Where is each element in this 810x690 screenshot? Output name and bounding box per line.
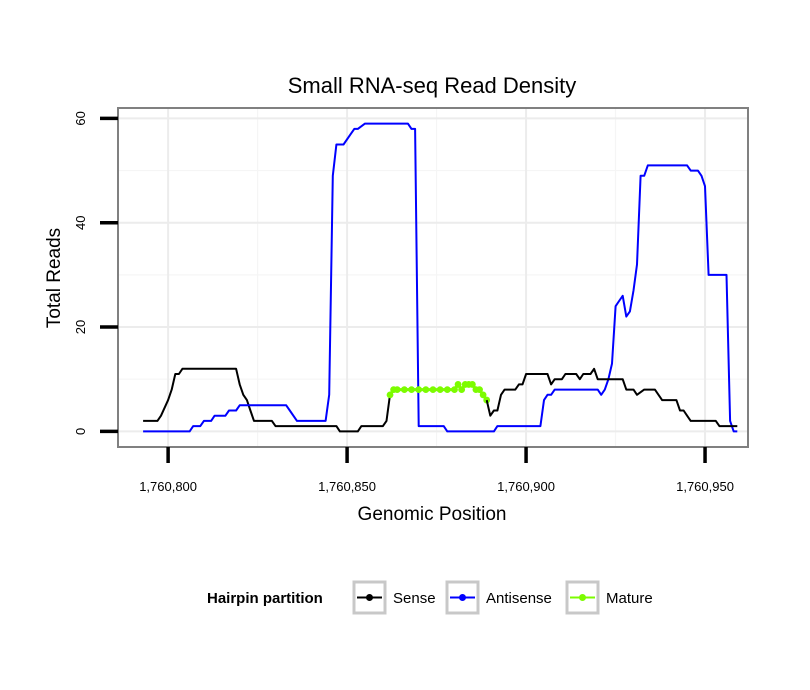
y-tick-label: 60 (73, 111, 88, 125)
mature-data-point (429, 386, 437, 394)
chart-title: Small RNA-seq Read Density (288, 73, 577, 98)
legend-key-dot-antisense (459, 594, 466, 601)
mature-data-point (386, 391, 394, 399)
series-line-sense (143, 367, 391, 433)
plot-border (117, 107, 749, 448)
mature-data-point (415, 386, 423, 394)
mature-data-point (443, 386, 451, 394)
y-tick-label: 20 (73, 320, 88, 334)
mature-data-point (436, 386, 444, 394)
mature-data-point (408, 386, 415, 394)
plot-panel (118, 108, 748, 447)
mature-data-point (468, 381, 476, 388)
y-axis: 0 20 40 60 (73, 111, 118, 435)
x-tick-label: 1,760,800 (139, 479, 197, 494)
mature-data-point (454, 381, 462, 388)
x-tick-label: 1,760,850 (318, 479, 376, 494)
legend: Hairpin partition Sense Antisense Mature (207, 580, 653, 615)
mature-data-point (393, 386, 401, 394)
legend-label-mature: Mature (606, 590, 653, 607)
x-axis: 1,760,800 1,760,850 1,760,900 1,760,950 (139, 447, 734, 494)
legend-title: Hairpin partition (207, 590, 323, 607)
mature-data-point (400, 386, 408, 394)
mature-data-point (451, 386, 458, 394)
legend-key-dot-mature (579, 594, 586, 601)
mature-data-point (479, 391, 487, 399)
x-tick-label: 1,760,950 (676, 479, 734, 494)
x-tick-label: 1,760,900 (497, 479, 555, 494)
mature-data-point (476, 386, 483, 394)
y-tick-label: 0 (73, 428, 88, 435)
grid-lines (118, 108, 748, 447)
mature-data-point (458, 386, 466, 394)
series-line-sense (485, 367, 738, 428)
mature-data-point (483, 396, 491, 404)
legend-label-antisense: Antisense (486, 590, 552, 607)
mature-data-point (422, 386, 430, 394)
y-axis-label: Total Reads (44, 228, 65, 328)
legend-label-sense: Sense (393, 590, 436, 607)
x-axis-label: Genomic Position (358, 504, 507, 525)
legend-key-dot-sense (366, 594, 373, 601)
data-series (143, 122, 738, 433)
y-tick-label: 40 (73, 216, 88, 230)
series-line-antisense (143, 122, 738, 433)
